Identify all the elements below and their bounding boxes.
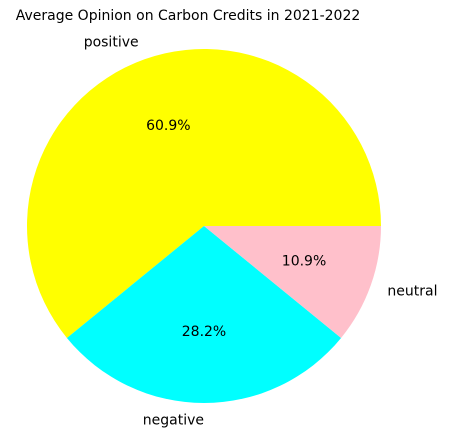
pie-labels: positive 60.9% negative 28.2% neutral 10.9% bbox=[84, 35, 438, 429]
chart-title: Average Opinion on Carbon Credits in 202… bbox=[16, 8, 361, 24]
slice-neutral bbox=[204, 226, 381, 338]
slice-positive bbox=[26, 49, 381, 338]
slice-label-negative: negative bbox=[143, 413, 204, 429]
slice-percent-positive: 60.9% bbox=[146, 118, 190, 134]
slice-negative bbox=[66, 226, 342, 404]
slice-percent-neutral: 10.9% bbox=[282, 254, 326, 270]
slice-label-positive: positive bbox=[84, 35, 139, 51]
pie-slices bbox=[26, 49, 381, 404]
slice-percent-negative: 28.2% bbox=[182, 324, 226, 340]
slice-label-neutral: neutral bbox=[387, 283, 437, 299]
